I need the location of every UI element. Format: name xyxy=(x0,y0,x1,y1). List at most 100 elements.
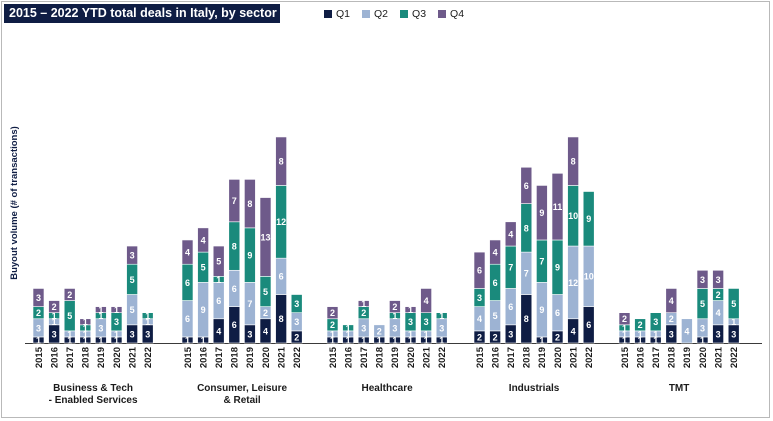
data-label: 2 xyxy=(493,332,498,342)
data-label: 2 xyxy=(622,314,627,324)
data-label: 8 xyxy=(524,223,529,233)
legend-item-q1: Q1 xyxy=(324,8,350,20)
bar-segment xyxy=(696,269,709,289)
x-tick-label: 2018 xyxy=(230,347,241,368)
data-label: 3 xyxy=(294,299,299,309)
data-label: 1 xyxy=(439,335,444,345)
data-label: 5 xyxy=(67,311,72,321)
data-label: 2 xyxy=(477,332,482,342)
group-label: Healthcare xyxy=(362,383,414,394)
legend-swatch xyxy=(400,10,409,18)
data-label: 1 xyxy=(638,329,643,339)
bar-segment xyxy=(126,245,138,265)
data-label: 1 xyxy=(377,335,382,345)
data-label: 5 xyxy=(201,263,206,273)
data-label: 8 xyxy=(247,199,252,209)
bar-segment xyxy=(342,324,354,332)
data-label: 3 xyxy=(52,329,57,339)
data-label: 8 xyxy=(279,314,284,324)
x-tick-label: 2018 xyxy=(522,347,533,368)
data-label: 2 xyxy=(67,290,72,300)
data-label: 4 xyxy=(263,326,268,336)
data-label: 4 xyxy=(493,248,498,258)
legend-swatch xyxy=(438,10,447,18)
data-label: 3 xyxy=(716,275,721,285)
data-label: 2 xyxy=(638,320,643,330)
x-tick-label: 2022 xyxy=(292,347,303,368)
x-tick-label: 2015 xyxy=(328,346,339,368)
x-tick-label: 2020 xyxy=(553,347,564,368)
x-tick-label: 2015 xyxy=(620,346,631,368)
data-label: 9 xyxy=(539,305,544,315)
data-label: 3 xyxy=(130,251,135,261)
x-tick-label: 2019 xyxy=(390,347,401,368)
data-label: 1 xyxy=(216,275,221,285)
data-label: 9 xyxy=(586,214,591,224)
bar-segment xyxy=(618,312,631,326)
x-tick-label: 2020 xyxy=(112,347,123,368)
bar-segment xyxy=(520,166,533,204)
x-tick-label: 2016 xyxy=(490,347,501,368)
data-label: 9 xyxy=(555,263,560,273)
data-label: 1 xyxy=(67,335,72,345)
data-label: 7 xyxy=(232,196,237,206)
data-label: 9 xyxy=(539,208,544,218)
x-tick-label: 2015 xyxy=(183,346,194,368)
bar-segment xyxy=(649,312,662,332)
data-label: 1 xyxy=(408,335,413,345)
y-axis-label: Buyout volume (# of transactions) xyxy=(9,126,20,280)
data-label: 1 xyxy=(52,311,57,321)
x-tick-label: 2017 xyxy=(506,347,517,368)
data-label: 3 xyxy=(700,275,705,285)
data-label: 2 xyxy=(669,314,674,324)
data-label: 4 xyxy=(424,296,429,306)
group-label: - Enabled Services xyxy=(49,395,138,406)
data-label: 3 xyxy=(361,323,366,333)
data-label: 3 xyxy=(477,293,482,303)
data-label: 2 xyxy=(377,326,382,336)
data-label: 1 xyxy=(83,335,88,345)
bar-segment xyxy=(681,318,693,344)
data-label: 5 xyxy=(263,287,268,297)
x-tick-label: 2016 xyxy=(635,347,646,368)
x-tick-label: 2022 xyxy=(437,347,448,368)
data-label: 1 xyxy=(330,335,335,345)
data-label: 5 xyxy=(700,299,705,309)
data-label: 2 xyxy=(330,308,335,318)
data-label: 4 xyxy=(684,326,689,336)
data-label: 2 xyxy=(361,308,366,318)
x-tick-label: 2022 xyxy=(143,347,154,368)
data-label: 6 xyxy=(477,266,482,276)
bar-segment xyxy=(275,136,287,186)
data-label: 1 xyxy=(346,335,351,345)
bar-segment xyxy=(582,191,595,247)
data-label: 1 xyxy=(83,323,88,333)
bar-segment xyxy=(420,288,432,313)
bar-segment xyxy=(290,294,303,313)
x-tick-label: 2019 xyxy=(96,347,107,368)
x-tick-label: 2020 xyxy=(406,347,417,368)
data-label: 1 xyxy=(185,335,190,345)
bar-segment xyxy=(712,269,724,289)
data-label: 1 xyxy=(83,329,88,339)
data-label: 2 xyxy=(392,302,397,312)
data-label: 1 xyxy=(145,317,150,327)
bar-segment xyxy=(95,306,107,314)
data-label: 1 xyxy=(731,317,736,327)
data-label: 11 xyxy=(553,202,563,212)
legend-swatch xyxy=(324,10,332,18)
legend-item-q2: Q2 xyxy=(362,8,388,20)
data-label: 3 xyxy=(145,329,150,339)
x-tick-label: 2018 xyxy=(375,347,386,368)
data-label: 1 xyxy=(114,329,119,339)
data-label: 6 xyxy=(232,320,237,330)
data-label: 1 xyxy=(67,329,72,339)
bar-segment xyxy=(259,197,272,277)
x-tick-label: 2019 xyxy=(245,347,256,368)
data-label: 6 xyxy=(279,272,284,282)
data-label: 5 xyxy=(130,275,135,285)
bar-segment xyxy=(110,306,123,314)
x-tick-label: 2016 xyxy=(49,347,60,368)
x-tick-label: 2019 xyxy=(537,347,548,368)
x-tick-label: 2015 xyxy=(475,346,486,368)
